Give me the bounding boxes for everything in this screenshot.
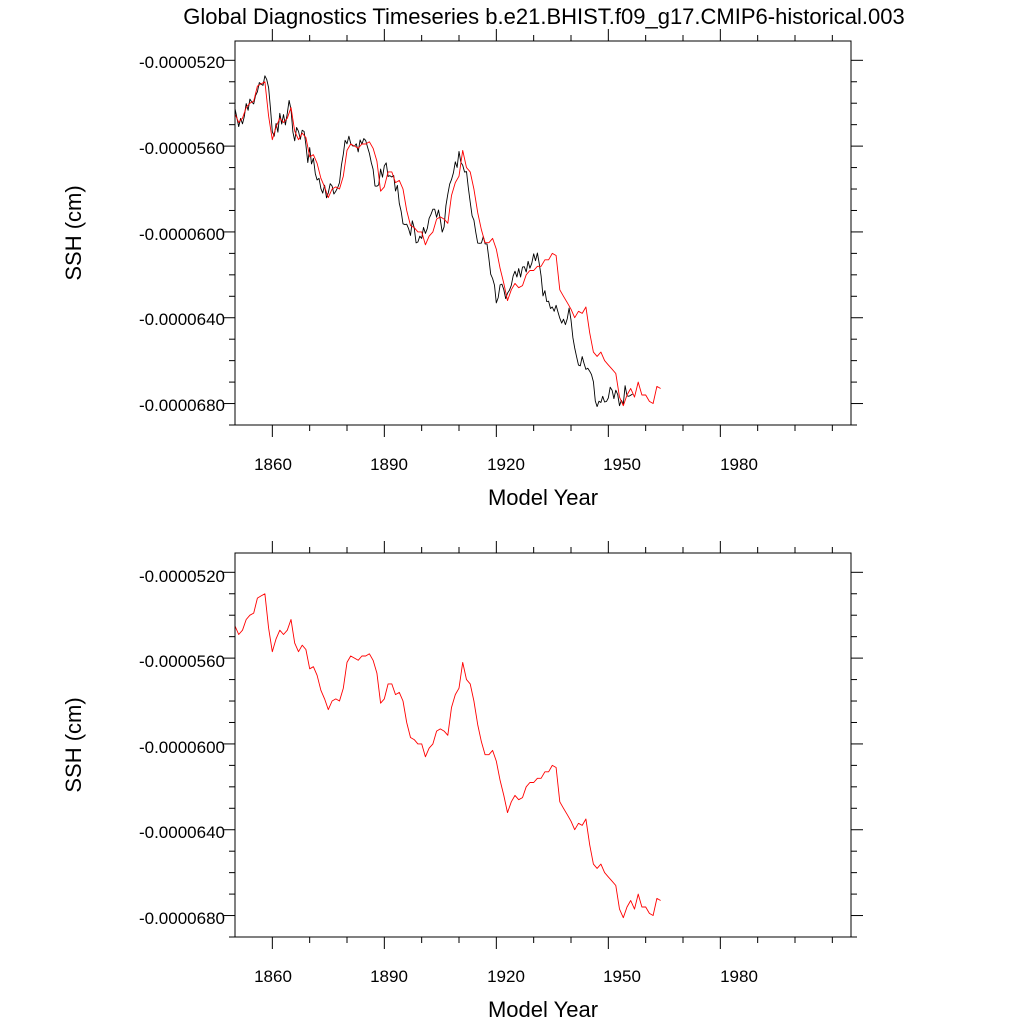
bottom-panel: -0.0000520 -0.0000560 -0.0000600 -0.0000… <box>61 541 863 1022</box>
bottom-plot-frame <box>234 552 852 938</box>
x-tick-label: 1860 <box>254 967 292 986</box>
series-line-annual <box>234 593 661 919</box>
y-tick-label: -0.0000680 <box>139 909 225 928</box>
bottom-x-axis-label: Model Year <box>488 997 598 1022</box>
y-tick-label: -0.0000560 <box>139 652 225 671</box>
top-y-axis-label: SSH (cm) <box>61 185 86 280</box>
y-tick-label: -0.0000520 <box>139 53 225 72</box>
top-x-tick-labels: 1860 1890 1920 1950 1980 <box>254 455 758 474</box>
x-tick-label: 1860 <box>254 455 292 474</box>
y-tick-label: -0.0000560 <box>139 139 225 158</box>
top-x-axis-label: Model Year <box>488 485 598 510</box>
x-tick-label: 1920 <box>487 455 525 474</box>
series-line-annual <box>234 81 661 407</box>
y-tick-label: -0.0000680 <box>139 396 225 415</box>
bottom-x-tick-labels: 1860 1890 1920 1950 1980 <box>254 967 758 986</box>
top-y-tick-labels: -0.0000520 -0.0000560 -0.0000600 -0.0000… <box>139 53 225 415</box>
top-plot-area <box>234 75 661 408</box>
top-panel: -0.0000520 -0.0000560 -0.0000600 -0.0000… <box>61 29 863 510</box>
y-tick-label: -0.0000600 <box>139 738 225 757</box>
y-tick-label: -0.0000600 <box>139 225 225 244</box>
series-line-monthly <box>234 75 633 408</box>
x-tick-label: 1890 <box>370 455 408 474</box>
y-tick-label: -0.0000520 <box>139 567 225 586</box>
top-axis-ticks <box>223 29 863 437</box>
top-plot-frame <box>234 40 852 426</box>
x-tick-label: 1920 <box>487 967 525 986</box>
figure-title: Global Diagnostics Timeseries b.e21.BHIS… <box>183 4 904 29</box>
x-tick-label: 1980 <box>720 967 758 986</box>
bottom-axis-ticks <box>223 541 863 949</box>
x-tick-label: 1980 <box>720 455 758 474</box>
x-tick-label: 1950 <box>603 967 641 986</box>
y-tick-label: -0.0000640 <box>139 823 225 842</box>
y-tick-label: -0.0000640 <box>139 310 225 329</box>
bottom-plot-area <box>234 593 661 919</box>
bottom-y-tick-labels: -0.0000520 -0.0000560 -0.0000600 -0.0000… <box>139 567 225 928</box>
bottom-y-axis-label: SSH (cm) <box>61 697 86 792</box>
x-tick-label: 1950 <box>603 455 641 474</box>
x-tick-label: 1890 <box>370 967 408 986</box>
